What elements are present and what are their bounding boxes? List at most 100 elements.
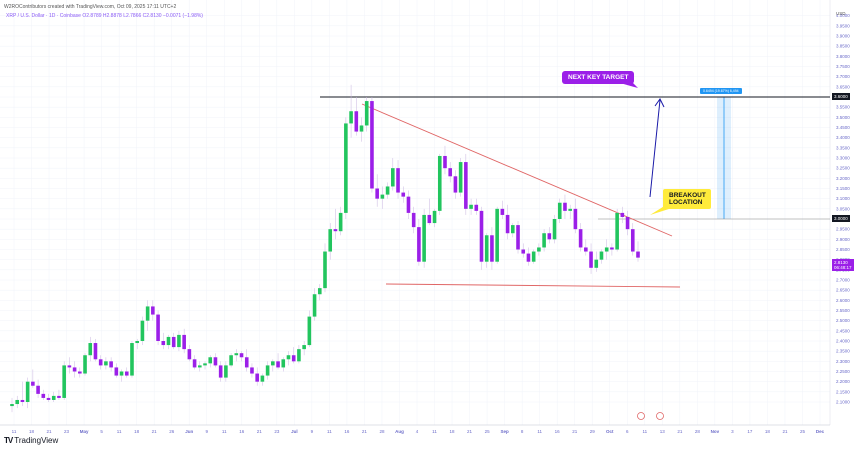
candle-down[interactable] (213, 357, 218, 366)
candle-up[interactable] (531, 251, 536, 262)
candle-up[interactable] (177, 334, 181, 348)
candle-up[interactable] (495, 208, 499, 262)
tradingview-logo[interactable]: TV TradingView (4, 436, 58, 445)
event-flag-icon[interactable] (656, 412, 664, 420)
candle-down[interactable] (46, 397, 51, 400)
candle-up[interactable] (62, 365, 66, 398)
candle-up[interactable] (385, 186, 390, 195)
candle-down[interactable] (521, 249, 526, 254)
candle-up[interactable] (380, 194, 385, 199)
candle-up[interactable] (557, 202, 562, 219)
candle-down[interactable] (370, 101, 374, 189)
candle-down[interactable] (584, 247, 588, 252)
candle-down[interactable] (20, 399, 25, 402)
candle-up[interactable] (307, 316, 312, 346)
candle-up[interactable] (364, 101, 369, 126)
candle-up[interactable] (422, 214, 426, 262)
candle-up[interactable] (271, 361, 275, 366)
candle-down[interactable] (610, 247, 614, 250)
candle-up[interactable] (208, 357, 213, 364)
candle-up[interactable] (130, 343, 134, 376)
candle-up[interactable] (104, 361, 108, 366)
candle-down[interactable] (516, 225, 520, 250)
candle-down[interactable] (291, 355, 296, 362)
candle-down[interactable] (547, 233, 552, 240)
candle-up[interactable] (281, 359, 286, 368)
candle-down[interactable] (114, 367, 119, 376)
candle-down[interactable] (417, 227, 421, 262)
candle-up[interactable] (317, 288, 322, 295)
candle-down[interactable] (78, 371, 82, 374)
candle-down[interactable] (192, 359, 197, 368)
candle-down[interactable] (375, 188, 379, 199)
descending-trendline[interactable] (361, 103, 673, 237)
candle-up[interactable] (198, 365, 202, 368)
time-axis[interactable]: 11 18 21 23 May 5 11 18 21 26 Jun 9 11 16 21 23 Jul 9 11 16… (12, 429, 825, 434)
candle-down[interactable] (526, 253, 531, 262)
candle-down[interactable] (255, 373, 259, 382)
candle-down[interactable] (67, 365, 72, 368)
candle-down[interactable] (354, 111, 359, 132)
candle-up[interactable] (224, 365, 228, 378)
candle-down[interactable] (187, 349, 192, 360)
candle-down[interactable] (636, 251, 640, 258)
candle-up[interactable] (15, 399, 20, 405)
candle-up[interactable] (511, 225, 515, 234)
candle-up[interactable] (297, 349, 301, 362)
candle-up[interactable] (328, 229, 333, 252)
candle-down[interactable] (505, 214, 510, 234)
candle-up[interactable] (166, 336, 171, 346)
candle-up[interactable] (312, 294, 317, 317)
candle-down[interactable] (250, 367, 254, 374)
candle-down[interactable] (630, 229, 635, 252)
breakout-location-note[interactable]: BREAKOUT LOCATION (663, 189, 711, 209)
candle-up[interactable] (542, 233, 546, 248)
candle-up[interactable] (83, 355, 87, 374)
candle-down[interactable] (448, 168, 452, 177)
candle-up[interactable] (119, 371, 124, 376)
candle-up[interactable] (349, 111, 353, 124)
symbol-ohlc-line[interactable]: XRP / U.S. Dollar · 1D · Coinbase O2.878… (6, 13, 203, 19)
candle-up[interactable] (234, 353, 239, 356)
arrow-shaft[interactable] (649, 99, 661, 198)
candle-up[interactable] (203, 363, 207, 366)
candle-down[interactable] (276, 361, 280, 368)
candle-down[interactable] (563, 202, 567, 211)
candle-down[interactable] (573, 208, 578, 230)
candle-up[interactable] (286, 355, 291, 360)
candle-up[interactable] (604, 247, 609, 252)
candle-up[interactable] (458, 162, 463, 193)
candle-up[interactable] (51, 395, 56, 400)
candle-up[interactable] (568, 208, 572, 211)
candle-down[interactable] (490, 235, 494, 262)
candle-up[interactable] (25, 381, 30, 402)
candle-up[interactable] (552, 219, 557, 240)
candle-down[interactable] (443, 155, 447, 169)
candle-up[interactable] (140, 320, 145, 341)
candle-down[interactable] (98, 359, 103, 366)
candle-up[interactable] (135, 341, 139, 344)
candle-down[interactable] (41, 393, 46, 398)
candle-down[interactable] (218, 365, 223, 378)
candle-down[interactable] (182, 334, 186, 350)
candle-up[interactable] (359, 125, 364, 132)
currency-label[interactable]: USD (836, 11, 846, 16)
candle-up[interactable] (599, 251, 604, 260)
candle-down[interactable] (161, 341, 166, 346)
candle-down[interactable] (578, 229, 583, 248)
price-axis[interactable]: 4.0000 3.9500 3.9000 3.8500 3.8000 3.7500 3.70… (836, 13, 850, 404)
candle-up[interactable] (391, 168, 395, 187)
candle-down[interactable] (239, 353, 244, 358)
candle-down[interactable] (156, 314, 160, 341)
candle-down[interactable] (109, 361, 113, 368)
candle-up[interactable] (338, 212, 343, 232)
candle-up[interactable] (344, 123, 348, 213)
candle-down[interactable] (464, 162, 468, 209)
candle-up[interactable] (594, 259, 599, 268)
candle-down[interactable] (625, 216, 630, 230)
candle-down[interactable] (411, 212, 416, 228)
candle-down[interactable] (57, 395, 61, 398)
candle-down[interactable] (93, 343, 98, 360)
candle-down[interactable] (500, 208, 505, 215)
